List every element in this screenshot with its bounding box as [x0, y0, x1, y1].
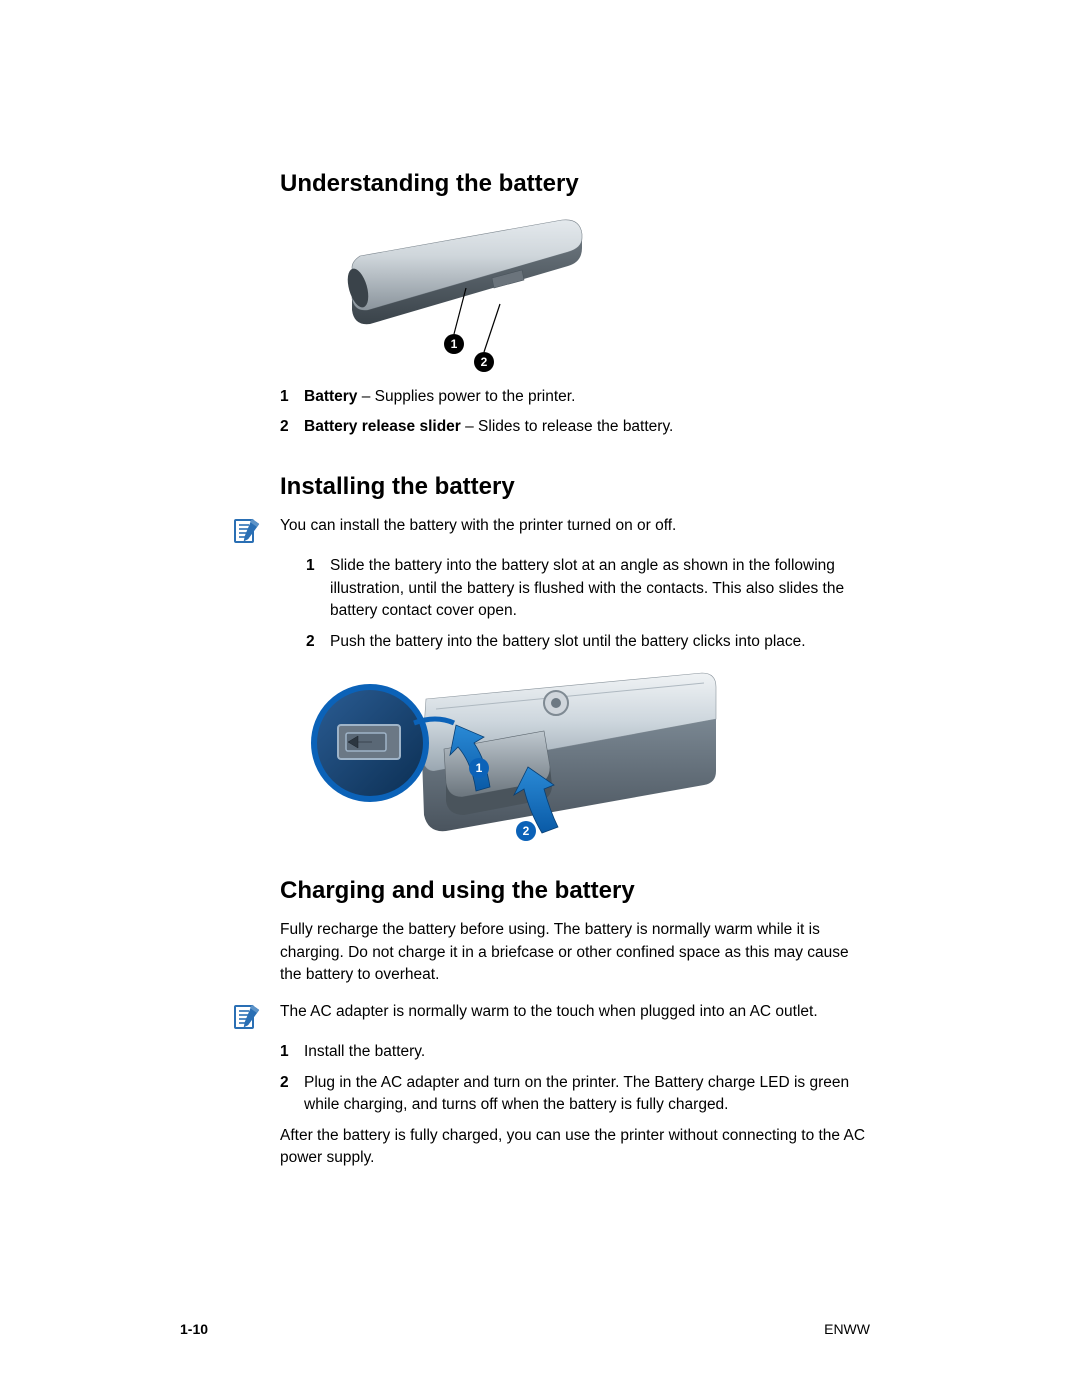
- manual-page: Understanding the battery: [0, 0, 1080, 1397]
- legend-num: 1: [280, 386, 304, 408]
- note-install: You can install the battery with the pri…: [280, 515, 870, 537]
- charging-para-2: After the battery is fully charged, you …: [280, 1125, 870, 1170]
- note-icon: [232, 1003, 262, 1033]
- step-row: 2 Plug in the AC adapter and turn on the…: [280, 1072, 870, 1117]
- callout-1: 1: [444, 334, 464, 354]
- battery-legend: 1 Battery – Supplies power to the printe…: [280, 386, 870, 439]
- legend-row: 1 Battery – Supplies power to the printe…: [280, 386, 870, 408]
- legend-text: Battery release slider – Slides to relea…: [304, 416, 673, 438]
- step-text: Push the battery into the battery slot u…: [330, 631, 806, 653]
- charging-steps: 1 Install the battery. 2 Plug in the AC …: [280, 1041, 870, 1116]
- note-text: You can install the battery with the pri…: [280, 517, 676, 534]
- step-num: 2: [306, 631, 330, 653]
- note-charging: The AC adapter is normally warm to the t…: [280, 1001, 870, 1023]
- note-icon: [232, 517, 262, 547]
- step-num: 2: [280, 1072, 304, 1094]
- install-steps: 1 Slide the battery into the battery slo…: [306, 555, 870, 653]
- legend-text: Battery – Supplies power to the printer.: [304, 386, 575, 408]
- step-text: Plug in the AC adapter and turn on the p…: [304, 1072, 870, 1117]
- page-number: 1-10: [180, 1321, 208, 1337]
- heading-understanding-battery: Understanding the battery: [280, 170, 870, 198]
- step-row: 2 Push the battery into the battery slot…: [306, 631, 870, 653]
- step-row: 1 Install the battery.: [280, 1041, 870, 1063]
- callout-2: 2: [474, 352, 494, 372]
- step-text: Install the battery.: [304, 1041, 425, 1063]
- charging-para-1: Fully recharge the battery before using.…: [280, 919, 870, 986]
- note-text: The AC adapter is normally warm to the t…: [280, 1003, 818, 1020]
- step-num: 1: [280, 1041, 304, 1063]
- step-text: Slide the battery into the battery slot …: [330, 555, 870, 622]
- legend-row: 2 Battery release slider – Slides to rel…: [280, 416, 870, 438]
- step-num: 1: [306, 555, 330, 577]
- printer-figure: 1 2: [306, 663, 726, 853]
- footer-right: ENWW: [824, 1321, 870, 1337]
- page-footer: 1-10 ENWW: [180, 1321, 870, 1337]
- battery-figure: 1 2: [324, 212, 604, 372]
- heading-installing-battery: Installing the battery: [280, 473, 870, 501]
- legend-num: 2: [280, 416, 304, 438]
- step-row: 1 Slide the battery into the battery slo…: [306, 555, 870, 622]
- heading-charging-battery: Charging and using the battery: [280, 877, 870, 905]
